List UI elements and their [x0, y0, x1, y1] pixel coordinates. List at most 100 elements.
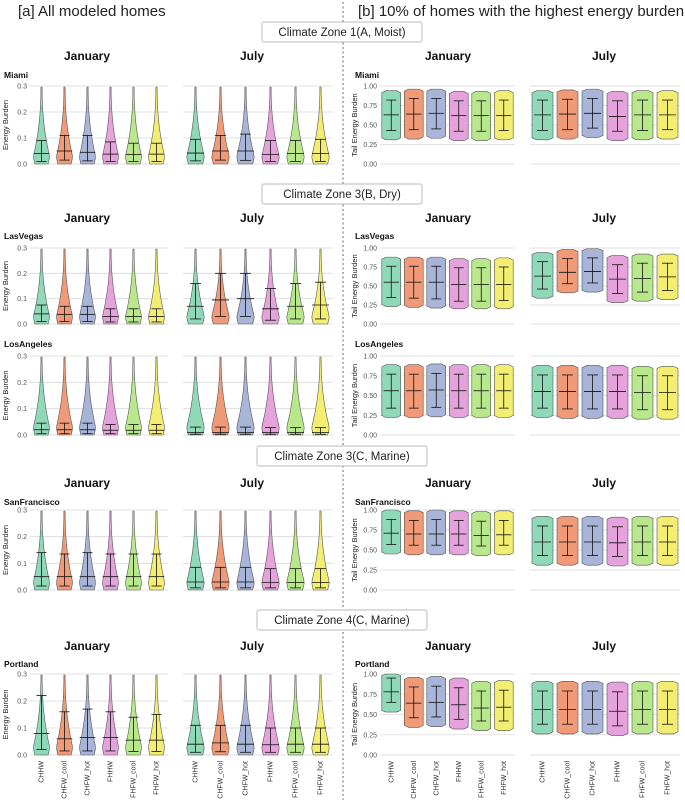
violin-fhhw	[606, 255, 629, 304]
y-tick-label: 0.0	[17, 322, 27, 329]
violin-chfw-hot	[581, 365, 604, 419]
violin-body	[311, 86, 330, 165]
panel-miami-left-july	[183, 85, 333, 165]
violin-fhhw	[449, 510, 469, 556]
violin-chfw-hot	[79, 248, 96, 325]
violin-chfw-cool	[404, 256, 424, 308]
violin-body	[148, 248, 165, 325]
violin-chfw-hot	[236, 86, 255, 165]
violin-body	[311, 510, 330, 591]
month-heading-right-july: July	[592, 211, 616, 225]
x-tick-label: FHHW	[268, 761, 275, 782]
y-axis-title: Tail Energy Burden	[350, 364, 359, 427]
violin-body	[79, 248, 96, 325]
city-label: SanFrancisco	[4, 497, 60, 507]
violin-body	[148, 356, 165, 436]
violin-chfw-cool	[404, 676, 424, 728]
y-tick-label: 0.3	[17, 246, 27, 253]
violin-chhw	[186, 510, 205, 591]
violin-chfw-hot	[236, 356, 255, 436]
violin-fhfw-hot	[494, 257, 514, 310]
y-tick-label: 0.50	[363, 284, 377, 291]
violin-chfw-hot	[79, 674, 96, 756]
violin-chfw-hot	[236, 248, 255, 325]
violin-chhw	[381, 364, 401, 418]
panel-lasvegas-left-july	[183, 247, 333, 325]
violin-body	[33, 356, 50, 436]
violin-chfw-hot	[581, 248, 604, 293]
y-axis-title: Energy Burden	[1, 370, 10, 420]
violin-fhfw-hot	[311, 86, 330, 165]
violin-chfw-cool	[211, 510, 230, 591]
violin-fhhw	[261, 248, 280, 325]
violin-chfw-cool	[404, 364, 424, 418]
panel-sanfrancisco-left-july	[183, 509, 333, 591]
violin-chfw-cool	[56, 248, 73, 325]
zone-header-1: Climate Zone 1(A, Moist)	[261, 21, 423, 43]
violin-fhhw	[449, 677, 469, 730]
month-heading-left-july: July	[240, 639, 264, 653]
x-tick-label: FHHW	[615, 761, 622, 782]
y-tick-label: 0.00	[363, 162, 377, 169]
violin-fhfw-cool	[631, 516, 654, 566]
violin-body	[286, 510, 305, 591]
violin-chfw-hot	[236, 674, 255, 756]
city-label: LasVegas	[355, 231, 394, 241]
violin-body	[186, 86, 205, 165]
y-tick-label: 0.25	[363, 142, 377, 149]
violin-fhfw-cool	[125, 674, 142, 756]
violin-fhfw-hot	[311, 248, 330, 325]
violin-fhfw-hot	[494, 510, 514, 556]
violin-chfw-hot	[426, 363, 446, 418]
violin-fhfw-hot	[656, 680, 679, 735]
violin-chhw	[33, 86, 50, 165]
x-tick-label: FHHW	[108, 761, 115, 782]
y-tick-label: 0.3	[17, 354, 27, 361]
y-tick-label: 1.00	[363, 84, 377, 91]
y-tick-label: 0.75	[363, 528, 377, 535]
violin-fhfw-hot	[148, 248, 165, 325]
violin-fhfw-hot	[148, 356, 165, 436]
violin-fhfw-hot	[494, 680, 514, 731]
y-tick-label: 0.50	[363, 548, 377, 555]
panel-sanfrancisco-right-january: 0.00 0.25 0.50 0.75 1.00 Tail Energy Burden Sa…	[350, 497, 515, 595]
violin-chhw	[186, 248, 205, 325]
violin-body	[261, 674, 280, 756]
zone-header-3: Climate Zone 3(C, Marine)	[256, 445, 428, 467]
violin-fhfw-cool	[631, 90, 654, 141]
x-tick-label: CHFW_hot	[433, 761, 440, 796]
violin-fhhw	[102, 356, 119, 436]
violin-chhw	[381, 673, 401, 713]
violin-chfw-cool	[556, 249, 579, 294]
y-tick-label: 0.00	[363, 322, 377, 329]
violin-chfw-hot	[79, 86, 96, 165]
violin-chfw-hot	[581, 516, 604, 566]
violin-body	[148, 86, 165, 165]
y-axis-title: Energy Burden	[1, 525, 10, 575]
x-tick-label: CHHW	[39, 761, 46, 783]
month-heading-left-january: January	[64, 639, 110, 653]
violin-body	[261, 356, 280, 436]
violin-body	[56, 248, 73, 325]
panel-miami-left-january: 0.0 0.1 0.2 0.3 Energy Burden Miami	[1, 70, 168, 169]
month-heading-right-january: January	[425, 211, 471, 225]
panel-lasvegas-left-january: 0.0 0.1 0.2 0.3 Energy Burden LasVegas	[1, 231, 168, 329]
x-tick-label: CHFW_cool	[62, 761, 69, 799]
violin-fhhw	[102, 86, 119, 165]
month-heading-left-january: January	[64, 211, 110, 225]
violin-fhhw	[449, 364, 469, 418]
panel-losangeles-left-january: 0.0 0.1 0.2 0.3 Energy Burden LosAngeles	[1, 339, 168, 440]
violin-chhw	[33, 674, 50, 756]
violin-fhfw-hot	[311, 510, 330, 591]
y-tick-label: 0.3	[17, 508, 27, 515]
y-tick-label: 0.2	[17, 534, 27, 541]
violin-chhw	[186, 674, 205, 756]
panel-portland-left-january: 0.0 0.1 0.2 0.3 Energy Burden Portland CHHW CHF…	[1, 659, 168, 799]
violin-fhfw-hot	[656, 253, 679, 300]
violin-chhw	[33, 510, 50, 591]
violin-fhfw-cool	[125, 510, 142, 591]
panel-portland-right-january: 0.00 0.25 0.50 0.75 1.00 Tail Energy Burden Po…	[350, 659, 515, 799]
x-tick-label: FHFW_hot	[318, 761, 325, 795]
y-tick-label: 0.3	[17, 84, 27, 91]
